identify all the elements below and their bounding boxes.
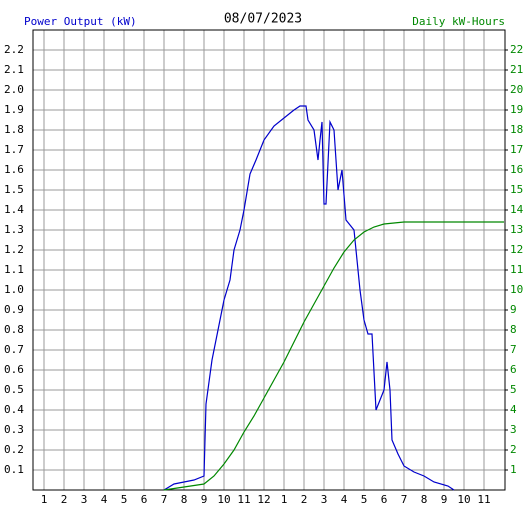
- y-tick-label: 2.2: [4, 43, 24, 56]
- y2-tick-label: 5: [510, 383, 517, 396]
- y-tick-label: 1.7: [4, 143, 24, 156]
- y-tick-label: 1.3: [4, 223, 24, 236]
- y2-tick-label: 6: [510, 363, 517, 376]
- y2-tick-label: 16: [510, 163, 523, 176]
- y-tick-label: 0.4: [4, 403, 24, 416]
- y-tick-label: 1.2: [4, 243, 24, 256]
- y-tick-label: 1.0: [4, 283, 24, 296]
- x-tick-label: 2: [61, 493, 68, 506]
- y-tick-label: 2.0: [4, 83, 24, 96]
- y-tick-label: 0.6: [4, 363, 24, 376]
- x-tick-label: 7: [401, 493, 408, 506]
- x-tick-label: 3: [81, 493, 88, 506]
- y2-tick-label: 10: [510, 283, 523, 296]
- y2-tick-label: 1: [510, 463, 517, 476]
- y-tick-label: 0.7: [4, 343, 24, 356]
- series-line: [163, 221, 504, 491]
- y2-tick-label: 20: [510, 83, 523, 96]
- series-line: [163, 105, 455, 491]
- y2-tick-label: 14: [510, 203, 524, 216]
- x-tick-label: 6: [381, 493, 388, 506]
- x-tick-label: 4: [341, 493, 348, 506]
- y2-tick-label: 15: [510, 183, 523, 196]
- y2-tick-label: 11: [510, 263, 523, 276]
- y2-tick-label: 2: [510, 443, 517, 456]
- x-tick-label: 9: [201, 493, 208, 506]
- x-tick-label: 10: [217, 493, 230, 506]
- y-tick-label: 0.8: [4, 323, 24, 336]
- y2-axis-title: Daily kW-Hours: [412, 15, 505, 28]
- y-tick-label: 0.5: [4, 383, 24, 396]
- y2-tick-label: 19: [510, 103, 523, 116]
- x-tick-label: 12: [257, 493, 270, 506]
- y2-tick-label: 17: [510, 143, 523, 156]
- y2-tick-label: 8: [510, 323, 517, 336]
- y-tick-label: 1.9: [4, 103, 24, 116]
- x-tick-label: 5: [121, 493, 128, 506]
- y-tick-label: 0.9: [4, 303, 24, 316]
- y-tick-label: 1.5: [4, 183, 24, 196]
- x-tick-label: 1: [41, 493, 48, 506]
- y2-tick-label: 3: [510, 423, 517, 436]
- y2-tick-label: 12: [510, 243, 523, 256]
- x-tick-label: 8: [181, 493, 188, 506]
- x-tick-label: 11: [237, 493, 250, 506]
- y2-tick-label: 21: [510, 63, 523, 76]
- x-tick-label: 9: [441, 493, 448, 506]
- x-tick-label: 4: [101, 493, 108, 506]
- y-tick-label: 1.4: [4, 203, 24, 216]
- y2-tick-label: 4: [510, 403, 517, 416]
- x-tick-label: 2: [301, 493, 308, 506]
- x-tick-label: 6: [141, 493, 148, 506]
- y-tick-label: 1.8: [4, 123, 24, 136]
- y-tick-label: 2.1: [4, 63, 24, 76]
- x-tick-label: 3: [321, 493, 328, 506]
- y2-tick-label: 9: [510, 303, 517, 316]
- y-tick-label: 0.1: [4, 463, 24, 476]
- y2-tick-label: 18: [510, 123, 523, 136]
- plot-border: [32, 29, 506, 491]
- x-tick-label: 11: [477, 493, 490, 506]
- chart-title: 08/07/2023: [224, 12, 302, 27]
- y2-tick-label: 7: [510, 343, 517, 356]
- y2-tick-label: 22: [510, 43, 523, 56]
- x-tick-label: 7: [161, 493, 168, 506]
- y2-tick-label: 13: [510, 223, 523, 236]
- y-tick-label: 1.6: [4, 163, 24, 176]
- y-tick-label: 0.2: [4, 443, 24, 456]
- x-tick-label: 10: [457, 493, 470, 506]
- x-tick-label: 1: [281, 493, 288, 506]
- y-tick-label: 0.3: [4, 423, 24, 436]
- x-tick-label: 8: [421, 493, 428, 506]
- y-axis-title: Power Output (kW): [24, 15, 137, 28]
- x-tick-label: 5: [361, 493, 368, 506]
- y-tick-label: 1.1: [4, 263, 24, 276]
